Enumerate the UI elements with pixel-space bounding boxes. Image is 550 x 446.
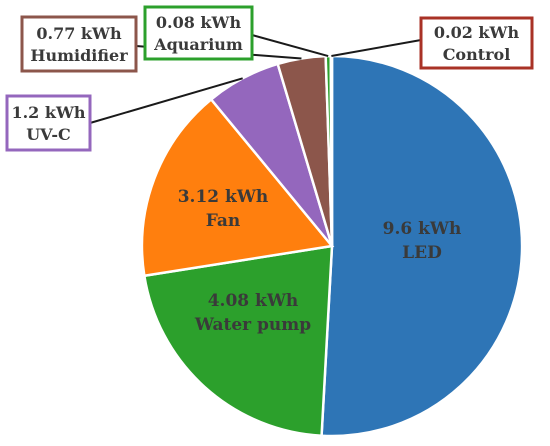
slice-value-label-fan: 3.12 kWh: [178, 187, 269, 207]
callout-category-label-uv-c: UV-C: [26, 125, 71, 144]
leader-line-control: [331, 39, 422, 57]
callout-box-control: [419, 16, 534, 70]
pie-slice-water-pump: [142, 244, 334, 438]
leader-line-aquarium: [251, 34, 329, 58]
inside-labels: 9.6 kWh LED 4.08 kWh Water pump 3.12 kWh Fan: [178, 187, 462, 335]
pie-slice-control: [329, 54, 334, 247]
callout-category-label-humidifier: Humidifier: [30, 46, 128, 65]
callout-value-label-control: 0.02 kWh: [434, 23, 520, 42]
slice-value-label-led: 9.6 kWh: [383, 219, 462, 239]
callout-labels: 1.2 kWh UV-C 0.77 kWh Humidifier 0.08 kWh Aqu…: [5, 5, 534, 152]
slice-category-label-water-pump: Water pump: [194, 315, 311, 335]
slice-category-label-fan: Fan: [206, 211, 241, 231]
callout-value-label-aquarium: 0.08 kWh: [156, 13, 242, 32]
slice-value-label-water-pump: 4.08 kWh: [208, 291, 299, 311]
callout-category-label-aquarium: Aquarium: [153, 35, 243, 54]
callout-value-label-uv-c: 1.2 kWh: [11, 103, 85, 122]
leader-line-uv-c: [89, 77, 243, 124]
pie-slice-led: [320, 54, 524, 438]
pie-slices: [140, 54, 524, 438]
pie-slice-fan: [140, 97, 335, 278]
callout-value-label-humidifier: 0.77 kWh: [36, 24, 122, 43]
callout-category-label-control: Control: [443, 45, 511, 64]
callout-box-aquarium: [143, 5, 254, 61]
callout-box-humidifier: [20, 15, 138, 73]
slice-category-label-led: LED: [402, 243, 442, 263]
callout-box-uv-c: [5, 94, 92, 152]
